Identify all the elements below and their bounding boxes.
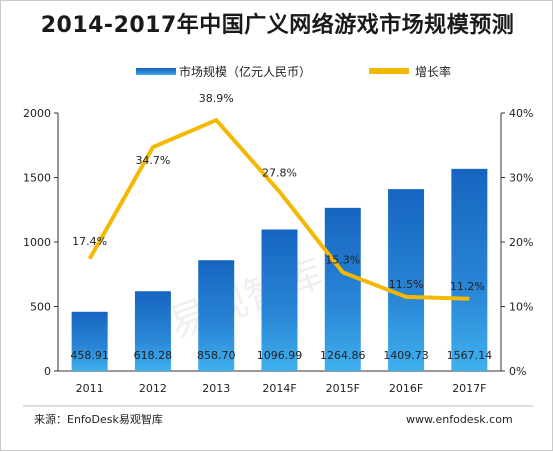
bar [324,207,361,371]
growth-line-series [87,117,470,301]
growth-rate-label: 38.9% [199,92,234,105]
chart-title: 2014-2017年中国广义网络游戏市场规模预测 [40,13,515,38]
right-tick-label: 40% [509,107,533,120]
bar [261,229,298,371]
legend: 市场规模（亿元人民币） 增长率 [136,64,451,79]
x-tick-label: 2015F [326,382,360,395]
legend-swatch-line [369,68,409,74]
left-tick-label: 1500 [23,172,51,185]
right-tick-label: 20% [509,236,533,249]
growth-line [87,117,470,301]
left-tick-label: 500 [30,301,51,314]
footer-source: 来源：EnfoDesk易观智库 [34,412,163,426]
bar [451,168,488,371]
bar [388,189,425,371]
left-tick-label: 1000 [23,236,51,249]
x-tick-label: 2014F [262,382,296,395]
x-tick-label: 2011 [76,382,104,395]
left-tick-label: 0 [44,365,51,378]
left-axis-ticks: 0 500 1000 1500 2000 [23,107,58,378]
right-tick-label: 30% [509,172,533,185]
right-tick-label: 10% [509,301,533,314]
legend-label-line: 增长率 [415,64,451,79]
x-axis-ticks: 2011 2012 2013 2014F 2015F 2016F 2017F [76,382,487,395]
legend-swatch-bar [136,68,176,75]
legend-label-bar: 市场规模（亿元人民币） [179,64,311,79]
x-tick-label: 2013 [202,382,230,395]
footer-url: www.enfodesk.com [406,413,513,426]
bar-value-label: 1409.73 [383,349,429,362]
growth-rate-label: 15.3% [325,253,360,266]
growth-rate-label: 11.5% [389,278,424,291]
bar-value-label: 1096.99 [257,349,303,362]
bar-value-labels: 458.91 618.28 858.70 1096.99 1264.86 1409.73 1… [70,349,492,362]
bars [71,168,488,371]
watermark-text: 易观智库 [163,250,329,348]
bar-value-label: 858.70 [197,349,236,362]
bar-value-label: 618.28 [134,349,173,362]
bar-value-label: 458.91 [70,349,109,362]
bar [71,311,108,371]
x-tick-label: 2012 [139,382,167,395]
growth-rate-label: 17.4% [72,235,107,248]
x-tick-label: 2016F [389,382,423,395]
growth-labels: 17.4% 34.7% 38.9% 27.8% 15.3% 11.5% 11.2% [72,92,485,293]
bar [134,291,171,371]
right-tick-label: 0% [509,365,526,378]
left-tick-label: 2000 [23,107,51,120]
right-axis-ticks: 0% 10% 20% 30% 40% [501,107,533,378]
bar [198,260,235,371]
growth-rate-label: 34.7% [135,154,170,167]
bar-value-label: 1264.86 [320,349,366,362]
growth-rate-label: 11.2% [450,280,485,293]
growth-rate-label: 27.8% [262,167,297,180]
x-tick-label: 2017F [452,382,486,395]
bar-value-label: 1567.14 [447,349,493,362]
